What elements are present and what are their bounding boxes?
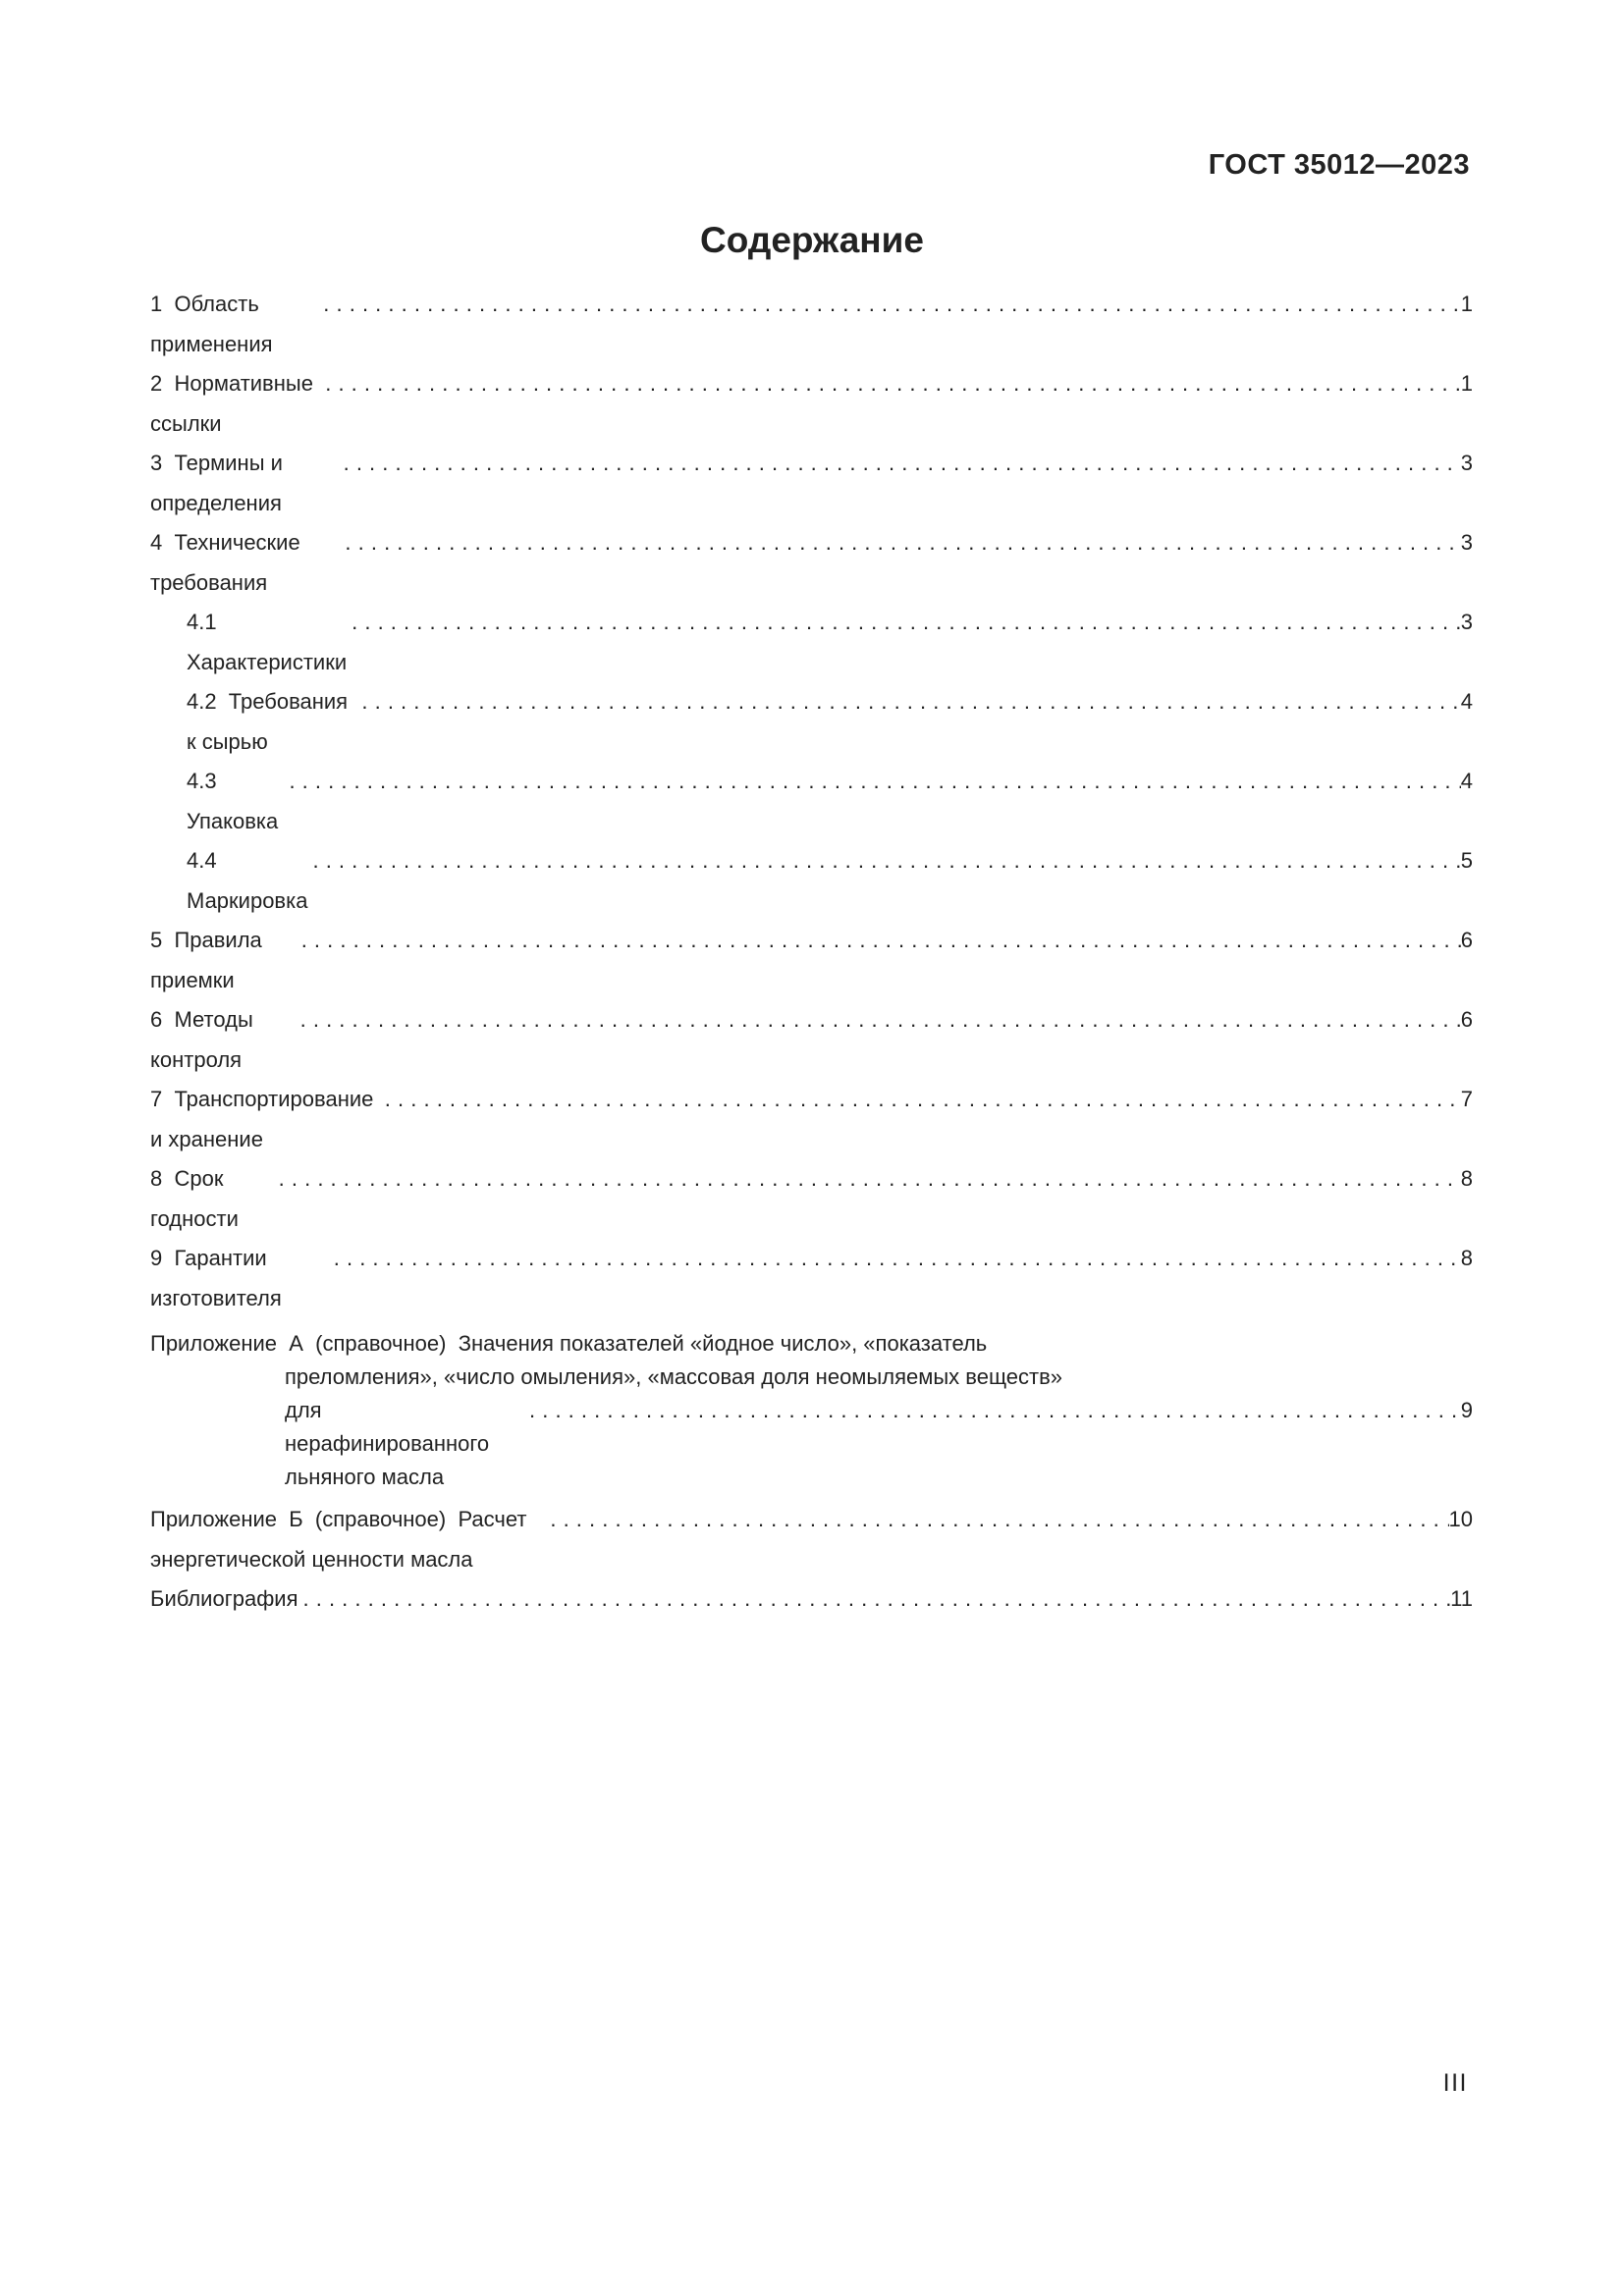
dot-leader <box>329 1239 1461 1279</box>
dot-leader <box>340 523 1460 563</box>
document-code: ГОСТ 35012—2023 <box>1208 149 1470 181</box>
toc-entry-text: 4.3 Упаковка <box>187 769 279 833</box>
toc-page-number: 8 <box>1460 1166 1473 1191</box>
toc-entry: 4.4 Маркировка 5 <box>150 841 1473 921</box>
dot-leader <box>545 1500 1448 1540</box>
dot-leader <box>274 1159 1461 1200</box>
toc-entry-line: Приложение А (справочное) Значения показ… <box>150 1327 1473 1361</box>
toc-entry-text: 2 Нормативные ссылки <box>150 371 320 436</box>
toc-entry: 4.3 Упаковка 4 <box>150 762 1473 841</box>
toc-page-number: 6 <box>1460 928 1473 952</box>
table-of-contents: 1 Область применения 1 2 Нормативные ссы… <box>150 285 1473 1620</box>
toc-entry-text: 4.1 Характеристики <box>187 610 348 674</box>
toc-entry-text: 6 Методы контроля <box>150 1007 259 1072</box>
toc-entry-text: 4.2 Требования к сырью <box>187 689 354 754</box>
toc-entry-text: 5 Правила приемки <box>150 928 268 992</box>
toc-entry-text: 4 Технические требования <box>150 530 306 595</box>
toc-page-number: 4 <box>1460 769 1473 793</box>
toc-entry: 3 Термины и определения 3 <box>150 444 1473 523</box>
toc-entry: 4 Технические требования 3 <box>150 523 1473 603</box>
toc-entry: 7 Транспортирование и хранение 7 <box>150 1080 1473 1159</box>
toc-page-number: 1 <box>1460 371 1473 396</box>
toc-entry-appendix-a: Приложение А (справочное) Значения показ… <box>150 1327 1473 1494</box>
toc-entry-text: 7 Транспортирование и хранение <box>150 1087 380 1151</box>
toc-entry-text: Приложение А (справочное) Значения показ… <box>150 1331 988 1356</box>
toc-entry-text: преломления», «число омыления», «массова… <box>285 1364 1063 1389</box>
toc-entry: 1 Область применения 1 <box>150 285 1473 364</box>
toc-page-number: 1 <box>1460 292 1473 316</box>
toc-page-number: 10 <box>1448 1507 1473 1531</box>
toc-entry-text: для нерафинированного льняного масла <box>285 1398 496 1489</box>
toc-entry: 6 Методы контроля 6 <box>150 1000 1473 1080</box>
toc-page-number: 3 <box>1460 451 1473 475</box>
toc-entry-text: 3 Термины и определения <box>150 451 290 515</box>
page-title: Содержание <box>700 220 924 260</box>
toc-entry-text: Библиография <box>150 1586 298 1611</box>
toc-page-number: 6 <box>1460 1007 1473 1032</box>
toc-entry-bibliography: Библиография 11 <box>150 1579 1473 1620</box>
toc-page-number: 5 <box>1460 848 1473 873</box>
toc-entry: 8 Срок годности 8 <box>150 1159 1473 1239</box>
toc-entry-text: 4.4 Маркировка <box>187 848 308 913</box>
toc-page-number: 3 <box>1460 530 1473 555</box>
toc-page-number: 7 <box>1460 1087 1473 1111</box>
dot-leader <box>284 762 1460 802</box>
toc-entry-text: 8 Срок годности <box>150 1166 239 1231</box>
toc-entry-text: 9 Гарантии изготовителя <box>150 1246 282 1310</box>
dot-leader <box>320 364 1461 404</box>
dot-leader <box>318 285 1460 325</box>
toc-page-number: 11 <box>1450 1586 1473 1611</box>
toc-page-number: 9 <box>1460 1398 1473 1422</box>
page-folio: III <box>1442 2069 1468 2097</box>
dot-leader <box>347 603 1461 643</box>
toc-page-number: 8 <box>1460 1246 1473 1270</box>
dot-leader <box>339 444 1461 484</box>
toc-entry-text: Приложение Б (справочное) Расчет энергет… <box>150 1507 533 1572</box>
dot-leader <box>380 1080 1461 1120</box>
toc-page-number: 3 <box>1460 610 1473 634</box>
toc-entry-appendix-b: Приложение Б (справочное) Расчет энергет… <box>150 1500 1473 1579</box>
dot-leader <box>356 682 1460 722</box>
toc-page-number: 4 <box>1460 689 1473 714</box>
dot-leader <box>524 1394 1461 1427</box>
dot-leader <box>297 921 1461 961</box>
dot-leader <box>296 1000 1461 1041</box>
toc-entry-line: для нерафинированного льняного масла 9 <box>150 1394 1473 1494</box>
dot-leader <box>307 841 1460 881</box>
toc-entry-line: преломления», «число омыления», «массова… <box>150 1361 1473 1394</box>
toc-entry: 4.2 Требования к сырью 4 <box>150 682 1473 762</box>
toc-entry: 5 Правила приемки 6 <box>150 921 1473 1000</box>
toc-entry: 9 Гарантии изготовителя 8 <box>150 1239 1473 1318</box>
dot-leader <box>298 1579 1451 1620</box>
toc-entry: 4.1 Характеристики 3 <box>150 603 1473 682</box>
toc-entry: 2 Нормативные ссылки 1 <box>150 364 1473 444</box>
toc-entry-text: 1 Область применения <box>150 292 273 356</box>
